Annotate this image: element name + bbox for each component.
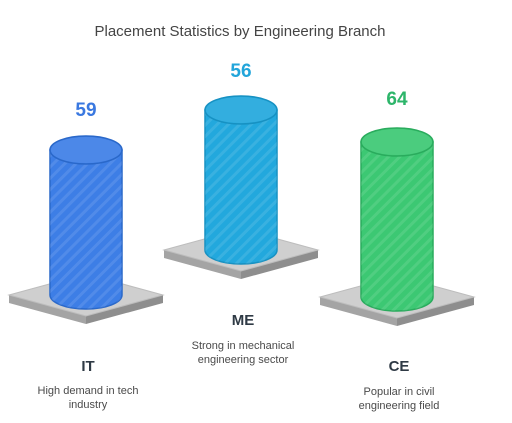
bar-top: [204, 95, 278, 125]
category-description: Popular in civil: [364, 386, 435, 398]
chart-title: Placement Statistics by Engineering Bran…: [95, 23, 386, 40]
bar-top: [360, 127, 434, 157]
bar-top-highlight: [362, 129, 432, 155]
category-label: ME: [232, 312, 255, 329]
category-label: CE: [389, 358, 410, 375]
platform-front: [9, 295, 86, 324]
value-label: 56: [230, 61, 251, 82]
category-description: Strong in mechanical: [192, 340, 295, 352]
bar-top-highlight: [51, 137, 121, 163]
category-label: IT: [81, 358, 94, 375]
category-description: engineering field: [359, 400, 440, 412]
category-description: industry: [69, 399, 108, 411]
bar-top-highlight: [206, 97, 276, 123]
category-description: engineering sector: [198, 354, 289, 366]
value-label: 64: [386, 89, 408, 110]
value-label: 59: [75, 100, 96, 121]
category-description: High demand in tech: [38, 385, 139, 397]
bar-top: [49, 135, 123, 165]
platform-side: [241, 250, 318, 279]
bar-texture: [205, 110, 277, 264]
platform-side: [86, 295, 163, 324]
bar-texture: [361, 142, 433, 311]
platform-side: [397, 297, 474, 326]
bar-texture: [50, 150, 122, 309]
platform-front: [164, 250, 241, 279]
platform-front: [320, 297, 397, 326]
